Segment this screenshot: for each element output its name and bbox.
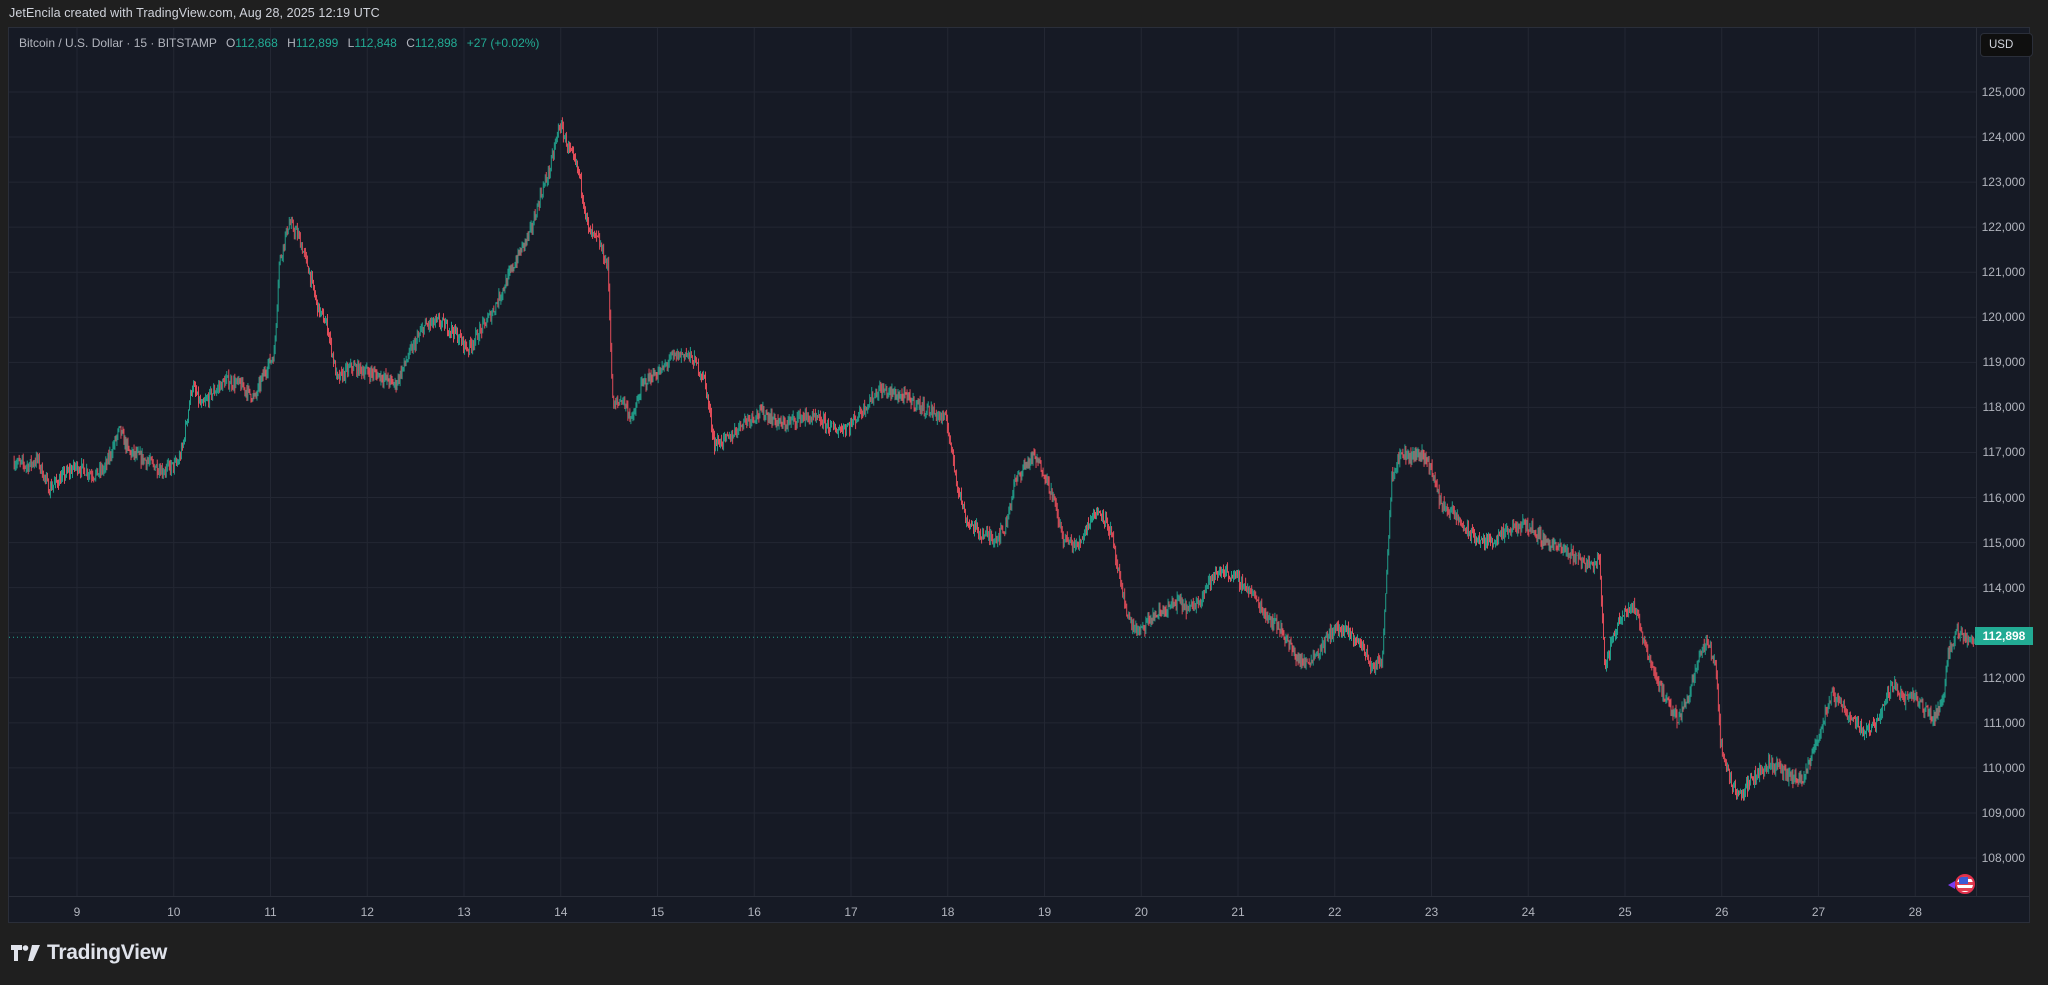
time-tick-label: 22 <box>1328 905 1342 919</box>
low-value: 112,848 <box>354 36 397 50</box>
time-tick-label: 10 <box>167 905 181 919</box>
price-tick-label: 121,000 <box>1981 265 2025 280</box>
price-axis[interactable]: 108,000109,000110,000111,000112,000113,0… <box>1976 28 2031 896</box>
time-tick-label: 13 <box>457 905 471 919</box>
tradingview-logo-icon <box>11 945 40 961</box>
price-tick-label: 114,000 <box>1982 580 2026 595</box>
price-tick-label: 110,000 <box>1982 760 2026 775</box>
price-tick-label: 117,000 <box>1982 445 2026 460</box>
price-tick-label: 124,000 <box>1981 130 2025 145</box>
time-tick-label: 12 <box>360 905 374 919</box>
price-tick-label: 123,000 <box>1981 175 2025 190</box>
price-tick-label: 109,000 <box>1981 805 2025 820</box>
price-tick-label: 122,000 <box>1981 220 2025 235</box>
high-label: H <box>287 36 296 50</box>
tradingview-logo-text: TradingView <box>47 941 168 964</box>
time-tick-label: 21 <box>1231 905 1245 919</box>
last-price-label: 112,898 <box>1975 627 2033 646</box>
price-tick-label: 115,000 <box>1982 535 2026 550</box>
time-tick-label: 9 <box>73 905 81 919</box>
time-tick-label: 25 <box>1618 905 1632 919</box>
time-tick-label: 19 <box>1037 905 1052 919</box>
close-value: 112,898 <box>414 36 458 50</box>
time-tick-label: 23 <box>1424 905 1439 919</box>
time-tick-label: 24 <box>1521 905 1535 919</box>
symbol-legend: Bitcoin / U.S. Dollar · 15 · BITSTAMP O1… <box>19 36 539 50</box>
price-tick-label: 116,000 <box>1982 490 2026 505</box>
tradingview-logo[interactable]: TradingView <box>11 941 167 965</box>
currency-button[interactable]: USD <box>1980 33 2033 57</box>
time-tick-label: 16 <box>747 905 761 919</box>
time-tick-label: 26 <box>1715 905 1729 919</box>
time-tick-label: 18 <box>941 905 955 919</box>
event-marker-pointer-icon <box>1948 881 1955 889</box>
time-tick-label: 15 <box>650 905 665 919</box>
price-tick-label: 111,000 <box>1983 715 2025 730</box>
price-tick-label: 112,000 <box>1982 670 2026 685</box>
time-tick-label: 14 <box>554 905 568 919</box>
change-value: +27 (+0.02%) <box>466 36 540 50</box>
price-tick-label: 120,000 <box>1981 310 2025 325</box>
time-tick-label: 20 <box>1134 905 1148 919</box>
time-axis[interactable]: 9 10 11 12 13 14 15 16 17 18 19 20 21 22 23 24 25 26 27 28 <box>9 896 2029 924</box>
time-tick-label: 11 <box>264 905 277 919</box>
time-tick-label: 17 <box>844 905 858 919</box>
open-label: O <box>225 36 236 50</box>
chart-credit: JetEncila created with TradingView.com, … <box>9 6 380 20</box>
candlestick-series <box>13 117 1975 801</box>
price-tick-label: 118,000 <box>1982 400 2026 415</box>
chart-panel: Bitcoin / U.S. Dollar · 15 · BITSTAMP O1… <box>8 27 2030 923</box>
high-value: 112,899 <box>295 36 339 50</box>
price-tick-label: 108,000 <box>1981 851 2025 865</box>
symbol-title[interactable]: Bitcoin / U.S. Dollar · 15 · BITSTAMP <box>19 36 217 50</box>
price-tick-label: 119,000 <box>1982 355 2026 370</box>
close-label: C <box>406 36 415 50</box>
us-flag-event-icon[interactable] <box>1955 874 1975 894</box>
time-tick-label: 28 <box>1908 905 1922 919</box>
low-label: L <box>347 36 355 50</box>
time-tick-label: 27 <box>1811 905 1826 919</box>
price-tick-label: 125,000 <box>1981 84 2025 99</box>
price-chart-plot[interactable] <box>9 28 1976 896</box>
open-value: 112,868 <box>235 36 278 50</box>
